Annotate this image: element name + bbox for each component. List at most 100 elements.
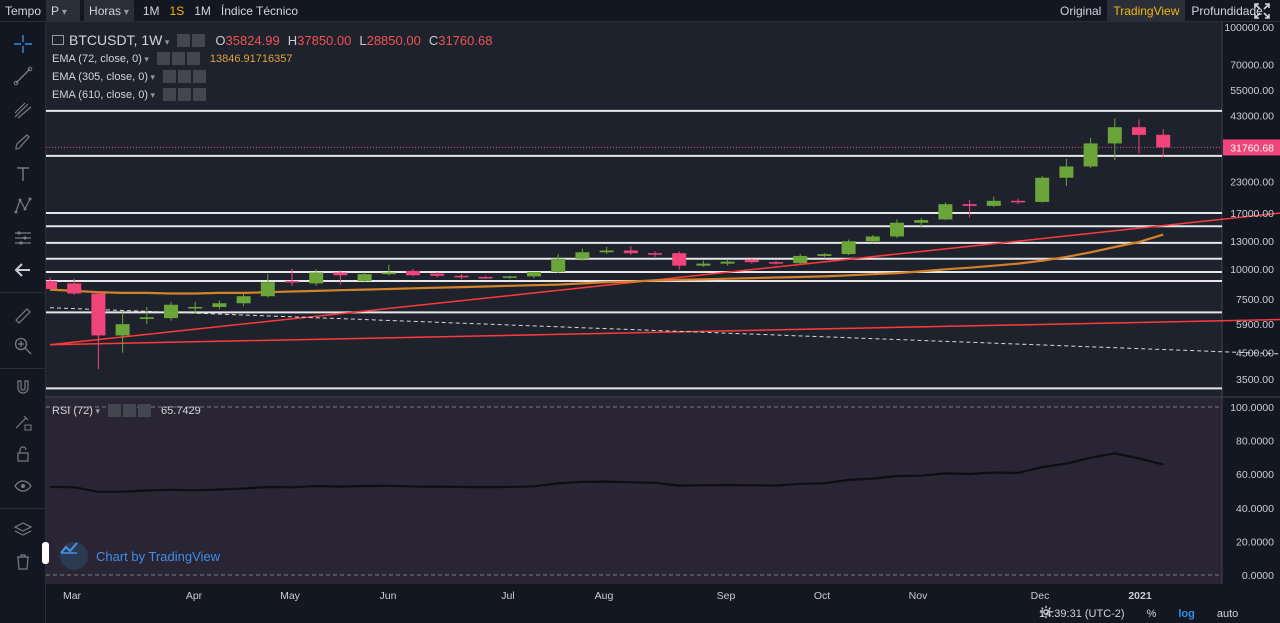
ema72-buttons[interactable] [156, 52, 202, 65]
price-tick-label: 43000.00 [1230, 111, 1274, 123]
ema72-legend: EMA (72, close, 0) 13846.91716357 [52, 52, 293, 65]
candle-down [1132, 127, 1146, 135]
gear-icon[interactable] [1039, 605, 1264, 621]
price-chart-svg[interactable]: 100000.00 70000.00 55000.00 43000.00 31760.6… [46, 22, 1280, 623]
tempo-label: Tempo [5, 3, 42, 18]
measure-icon[interactable] [9, 224, 37, 252]
chart-area[interactable]: 100000.00 70000.00 55000.00 43000.00 31760.6… [42, 22, 1280, 623]
pitchfork-icon[interactable] [9, 96, 37, 124]
lock-icon[interactable] [9, 440, 37, 468]
rsi-buttons[interactable] [108, 404, 153, 417]
candle-up [527, 271, 541, 277]
candle-up [599, 250, 614, 253]
price-tick-label: 13000.00 [1230, 236, 1274, 248]
top-bar: Tempo P Horas 1M 1S 1M Índice Técnico Or… [0, 0, 1280, 22]
interval-1mo-button[interactable]: 1M [194, 3, 211, 18]
ema305-buttons[interactable] [163, 70, 208, 83]
view-original-tab[interactable]: Original [1060, 4, 1102, 18]
candle-up [793, 255, 808, 264]
candle-up [236, 296, 251, 304]
rsi-tick-label: 0.0000 [1242, 570, 1274, 582]
price-axis-bg [1222, 22, 1280, 623]
candle-down [406, 270, 420, 276]
time-tick-label: Jul [501, 590, 514, 602]
red-trend-line [49, 212, 1280, 346]
candle-up [188, 306, 203, 309]
back-arrow-icon[interactable] [9, 256, 37, 284]
interval-1m-button[interactable]: 1M [142, 3, 160, 18]
legend-buttons[interactable] [177, 33, 207, 47]
candle-down [285, 281, 299, 283]
rsi-label[interactable]: RSI (72) [52, 405, 100, 417]
zoom-icon[interactable] [9, 332, 37, 360]
price-tick-label: 7500.00 [1236, 294, 1274, 306]
brush-icon[interactable] [9, 128, 37, 156]
percent-toggle[interactable]: % [1146, 608, 1157, 620]
crosshair-icon[interactable] [9, 30, 37, 58]
time-axis-bg [46, 584, 1280, 623]
candle-down [454, 275, 469, 278]
watermark-text: Chart by TradingView [96, 548, 221, 564]
drawing-toolbar [0, 22, 46, 623]
time-tick-label: 2021 [1128, 590, 1152, 602]
candle-up [115, 324, 130, 336]
ohlc-open: O35824.99 [215, 32, 280, 48]
ema610-buttons[interactable] [163, 88, 208, 101]
ema72-label[interactable]: EMA (72, close, 0) [52, 53, 149, 65]
footer-controls: 14:39:31 (UTC-2) % log auto [1039, 605, 1264, 623]
time-tick-label: Nov [909, 590, 928, 602]
candle-down [478, 276, 493, 279]
red-trend-line [49, 318, 1280, 346]
tradingview-watermark[interactable]: Chart by TradingView [60, 542, 220, 570]
interval-select[interactable]: Horas [84, 0, 134, 22]
candle-up [938, 204, 953, 220]
eye-icon[interactable] [9, 472, 37, 500]
candle-up [575, 252, 590, 259]
trend-line-icon[interactable] [9, 62, 37, 90]
rsi-tick-label: 80.0000 [1236, 436, 1274, 448]
candle-up [502, 276, 517, 278]
candle-up [1083, 143, 1098, 167]
price-tick-label: 5900.00 [1236, 319, 1274, 331]
candle-down [962, 204, 977, 206]
candle-up [720, 261, 735, 264]
lock-drawing-icon[interactable] [9, 408, 37, 436]
candle-up [1035, 177, 1050, 202]
tradingview-logo-icon [60, 542, 88, 570]
ema610-legend: EMA (610, close, 0) [52, 88, 216, 101]
auto-toggle[interactable]: auto [1216, 608, 1239, 620]
expand-icon[interactable] [1254, 3, 1270, 19]
ohlc-low: L28850.00 [359, 32, 421, 48]
candle-down [91, 293, 106, 336]
pattern-icon[interactable] [9, 192, 37, 220]
log-toggle[interactable]: log [1178, 608, 1195, 620]
ruler-icon[interactable] [9, 302, 37, 330]
view-depth-tab[interactable]: Profundidade [1191, 4, 1263, 18]
candle-down [672, 253, 687, 266]
candle-type-icon[interactable] [52, 35, 64, 45]
view-tradingview-tab[interactable]: TradingView [1107, 0, 1186, 22]
interval-1s-button[interactable]: 1S [169, 3, 185, 18]
trash-icon[interactable] [9, 548, 37, 576]
scroll-handle[interactable] [42, 542, 49, 564]
text-icon[interactable] [9, 160, 37, 188]
candle-up [139, 317, 154, 319]
ema305-label[interactable]: EMA (305, close, 0) [52, 71, 155, 83]
symbol-label[interactable]: BTCUSDT, 1W [69, 32, 169, 48]
candle-up [841, 241, 856, 255]
price-pane-bg [46, 22, 1222, 397]
candle-down [623, 250, 638, 254]
ema610-label[interactable]: EMA (610, close, 0) [52, 89, 155, 101]
layers-icon[interactable] [9, 516, 37, 544]
rsi-line [49, 452, 1164, 493]
candle-up [381, 272, 396, 275]
candle-down [1156, 134, 1171, 148]
indicators-button[interactable]: Índice Técnico [220, 3, 299, 18]
rsi-tick-label: 20.0000 [1236, 536, 1274, 548]
candle-up [164, 304, 178, 319]
magnet-icon[interactable] [9, 374, 37, 402]
candle-up [309, 272, 324, 284]
price-tick-label: 4500.00 [1236, 348, 1274, 360]
symbol-select[interactable]: P [46, 0, 81, 22]
price-tick-label: 17000.00 [1230, 208, 1274, 220]
